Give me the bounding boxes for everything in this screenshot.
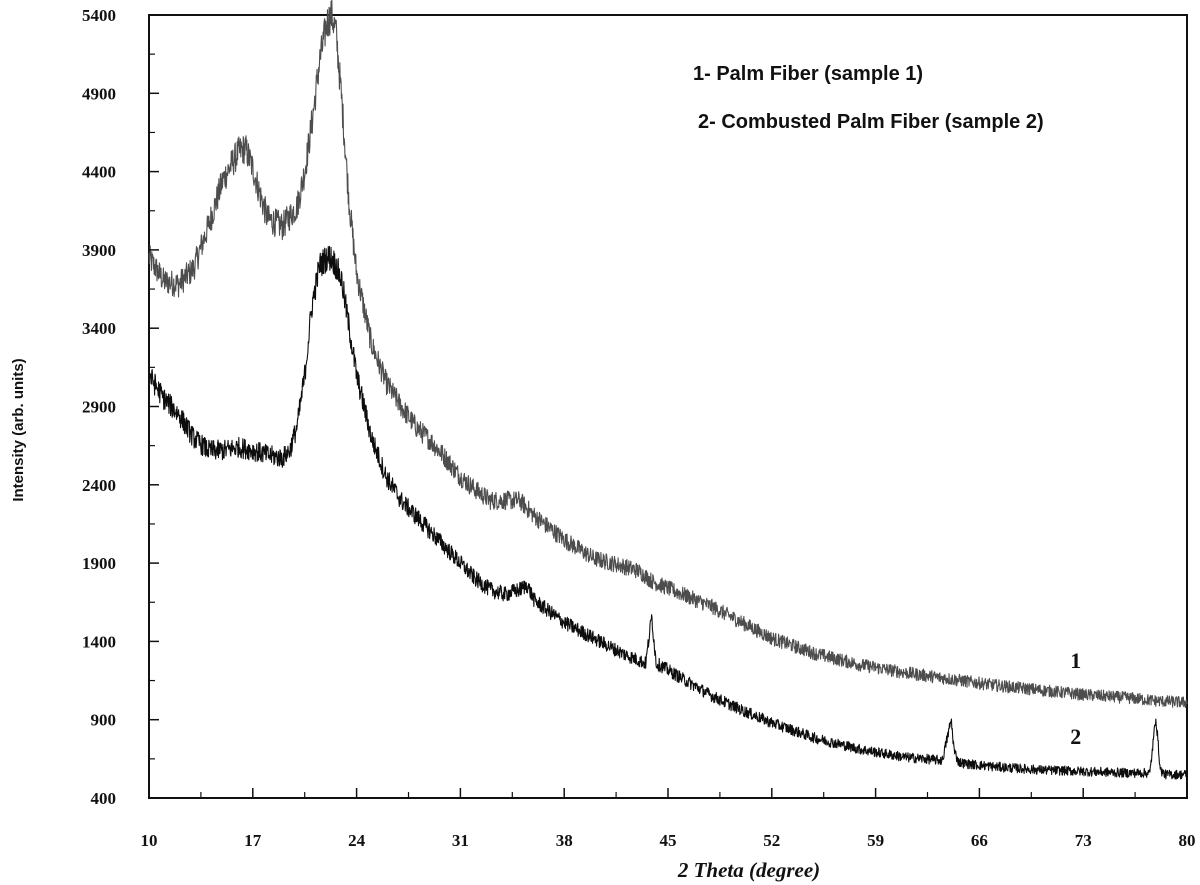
legend: 1- Palm Fiber (sample 1) 2- Combusted Pa…: [693, 63, 1044, 133]
x-tick-label: 17: [244, 831, 262, 850]
y-tick-label: 5400: [82, 6, 116, 25]
axis-layer: 10 17 24 31 38 45 52 59 66 73 80 400 900 1400 1900 2400…: [82, 6, 1196, 850]
x-tick-label: 73: [1075, 831, 1092, 850]
y-tick-label: 1900: [82, 554, 116, 573]
x-tick-label: 38: [556, 831, 573, 850]
series-line-1: [148, 0, 1188, 708]
y-tick-label: 4400: [82, 163, 116, 182]
y-tick-label: 2900: [82, 398, 116, 417]
legend-entry-2: 2- Combusted Palm Fiber (sample 2): [698, 111, 1044, 133]
y-tick-label: 1400: [82, 632, 116, 651]
x-tick-label: 45: [660, 831, 677, 850]
series-layer: [148, 0, 1188, 780]
x-tick-label: 66: [971, 831, 988, 850]
y-tick-label: 900: [91, 711, 117, 730]
x-tick-label: 24: [348, 831, 366, 850]
x-tick-label: 10: [141, 831, 158, 850]
x-tick-label: 80: [1179, 831, 1196, 850]
y-axis-title: Intensity (arb. units): [10, 358, 27, 501]
x-tick-label: 31: [452, 831, 469, 850]
curve-label-layer: 12: [1070, 648, 1081, 749]
y-tick-label: 3400: [82, 319, 116, 338]
curve-label-1: 1: [1070, 648, 1081, 673]
legend-entry-1: 1- Palm Fiber (sample 1): [693, 63, 923, 85]
y-tick-label: 4900: [82, 84, 116, 103]
y-tick-label: 3900: [82, 241, 116, 260]
x-axis-title: 2 Theta (degree): [677, 858, 820, 882]
series-line-2: [148, 245, 1188, 780]
x-tick-label: 59: [867, 831, 884, 850]
curve-label-2: 2: [1070, 724, 1081, 749]
y-tick-label: 2400: [82, 476, 116, 495]
y-tick-label: 400: [91, 789, 117, 808]
x-tick-label: 52: [763, 831, 780, 850]
